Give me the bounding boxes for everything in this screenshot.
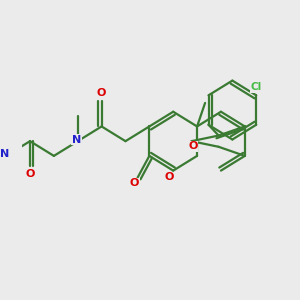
- Text: N: N: [0, 149, 9, 159]
- Text: N: N: [72, 135, 81, 145]
- Text: O: O: [188, 142, 198, 152]
- Text: O: O: [97, 88, 106, 98]
- Text: N: N: [0, 149, 9, 159]
- Text: Cl: Cl: [250, 82, 262, 92]
- Text: O: O: [164, 172, 174, 182]
- Text: O: O: [130, 178, 139, 188]
- Text: O: O: [164, 172, 174, 182]
- Text: N: N: [72, 135, 81, 145]
- Text: O: O: [97, 88, 106, 98]
- Text: O: O: [25, 169, 35, 179]
- Text: Cl: Cl: [250, 82, 262, 92]
- Text: O: O: [25, 169, 35, 179]
- Text: O: O: [188, 142, 198, 152]
- Text: O: O: [130, 178, 139, 188]
